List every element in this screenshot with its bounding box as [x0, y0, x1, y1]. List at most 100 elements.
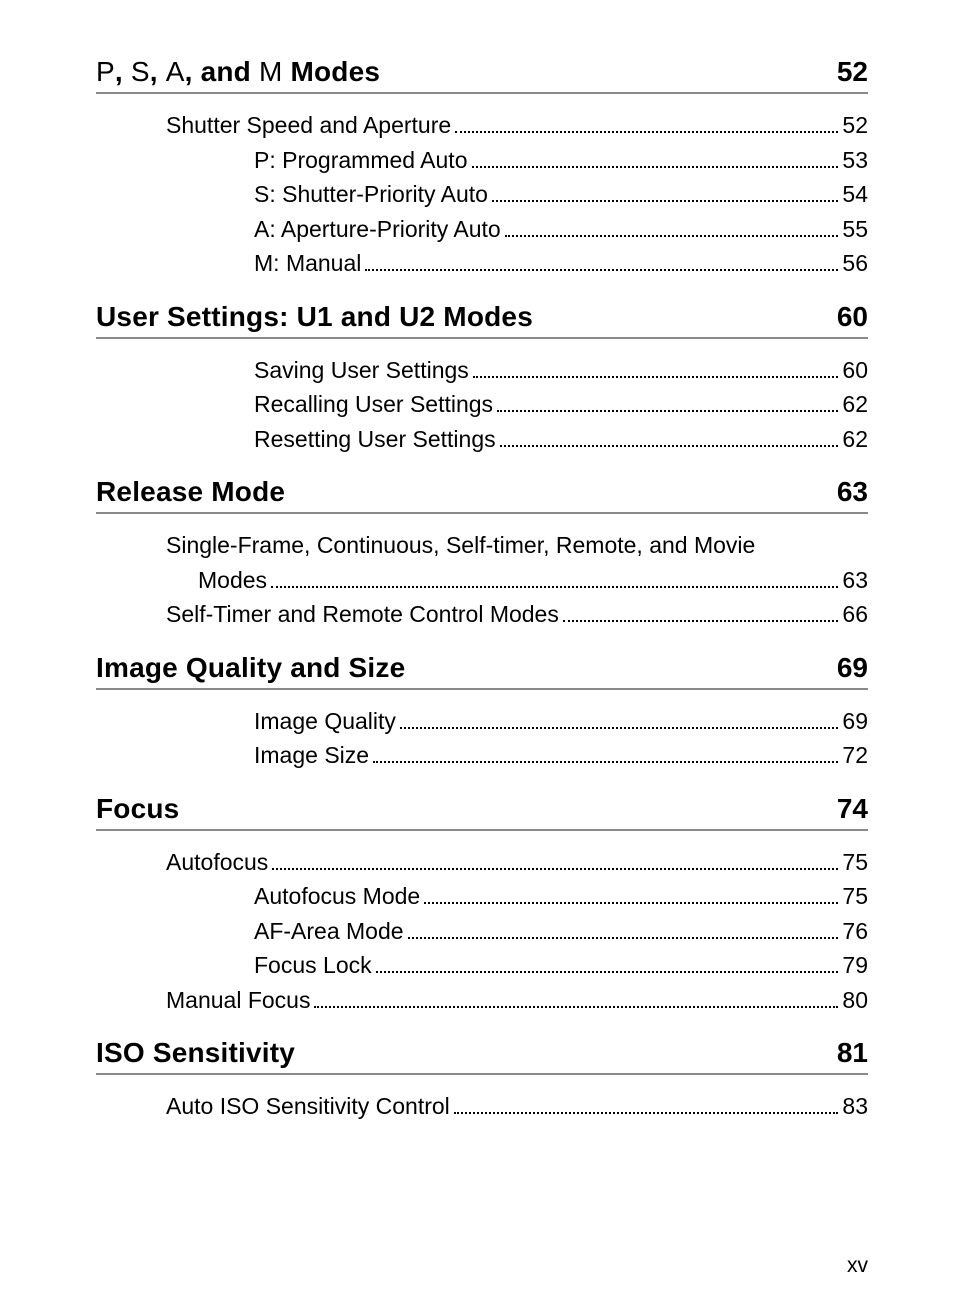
toc-entry-page: 69	[842, 704, 868, 739]
section-title-part: M	[259, 56, 283, 87]
toc-entry-page: 80	[842, 983, 868, 1018]
dot-leader	[373, 761, 838, 763]
section-title: ISO Sensitivity	[96, 1037, 295, 1069]
toc-entry-page: 62	[842, 387, 868, 422]
table-of-contents: P, S, A, and M Modes52Shutter Speed and …	[96, 56, 868, 1124]
section-title: P, S, A, and M Modes	[96, 56, 380, 88]
section-header: P, S, A, and M Modes52	[96, 56, 868, 94]
toc-entry-text: AF-Area Mode	[254, 914, 404, 949]
dot-leader	[365, 269, 838, 271]
section-page: 63	[837, 476, 868, 508]
section-title-part: User Settings: U1 and U2 Modes	[96, 301, 533, 332]
dot-leader	[472, 166, 839, 168]
dot-leader	[500, 445, 839, 447]
toc-entry-page: 83	[842, 1089, 868, 1124]
dot-leader	[473, 376, 839, 378]
toc-entry: Recalling User Settings 62	[96, 387, 868, 422]
section-title-part: Focus	[96, 793, 179, 824]
section-title: User Settings: U1 and U2 Modes	[96, 301, 533, 333]
toc-entry: Autofocus75	[96, 845, 868, 880]
toc-entry-page: 75	[842, 879, 868, 914]
toc-entry: A: Aperture-Priority Auto 55	[96, 212, 868, 247]
toc-entry: Saving User Settings 60	[96, 353, 868, 388]
toc-entry-text: Saving User Settings	[254, 353, 469, 388]
section-page: 60	[837, 301, 868, 333]
dot-leader	[505, 235, 839, 237]
toc-entry-page: 60	[842, 353, 868, 388]
dot-leader	[376, 971, 839, 973]
dot-leader	[272, 868, 838, 870]
section-title-part: P	[96, 56, 115, 87]
toc-entry: Resetting User Settings 62	[96, 422, 868, 457]
toc-entry-text: Manual Focus	[166, 983, 310, 1018]
toc-entry-page: 53	[842, 143, 868, 178]
section-header: Image Quality and Size 69	[96, 652, 868, 690]
toc-entry-page: 66	[842, 597, 868, 632]
section-title: Release Mode	[96, 476, 285, 508]
toc-entry: AF-Area Mode76	[96, 914, 868, 949]
toc-entry: Focus Lock 79	[96, 948, 868, 983]
section-header: Focus 74	[96, 793, 868, 831]
dot-leader	[492, 200, 838, 202]
dot-leader	[424, 902, 838, 904]
toc-entry-text: Shutter Speed and Aperture	[166, 108, 451, 143]
toc-entry-page: 52	[842, 108, 868, 143]
toc-entry-text: Single-Frame, Continuous, Self-timer, Re…	[166, 528, 868, 563]
toc-entry-text: S: Shutter-Priority Auto	[254, 177, 488, 212]
dot-leader	[400, 727, 839, 729]
section-title-part: A	[166, 56, 185, 87]
toc-entry-text: Autofocus	[166, 845, 268, 880]
page-folio: xv	[847, 1254, 868, 1278]
toc-entry-text: Focus Lock	[254, 948, 372, 983]
toc-entry: Single-Frame, Continuous, Self-timer, Re…	[96, 528, 868, 597]
toc-entry-text: Auto ISO Sensitivity Control	[166, 1089, 450, 1124]
toc-entry: Self-Timer and Remote Control Modes 66	[96, 597, 868, 632]
toc-entry-page: 55	[842, 212, 868, 247]
section-page: 81	[837, 1037, 868, 1069]
toc-entry: Autofocus Mode 75	[96, 879, 868, 914]
section-header: User Settings: U1 and U2 Modes 60	[96, 301, 868, 339]
section-title-part: ,	[115, 56, 131, 87]
toc-entry-page: 62	[842, 422, 868, 457]
section-title-part: Image Quality and Size	[96, 652, 405, 683]
section-page: 69	[837, 652, 868, 684]
section-page: 74	[837, 793, 868, 825]
toc-entry-page: 63	[842, 563, 868, 598]
section-title-part: S	[131, 56, 150, 87]
toc-entry-text: Modes	[198, 563, 267, 598]
toc-entry-text: P: Programmed Auto	[254, 143, 468, 178]
toc-entry: P: Programmed Auto 53	[96, 143, 868, 178]
toc-entry-page: 54	[842, 177, 868, 212]
dot-leader	[271, 586, 838, 588]
dot-leader	[455, 131, 838, 133]
toc-entry-text: Self-Timer and Remote Control Modes	[166, 597, 559, 632]
toc-entry-text: Resetting User Settings	[254, 422, 496, 457]
toc-entry-text: A: Aperture-Priority Auto	[254, 212, 501, 247]
toc-entry: M: Manual 56	[96, 246, 868, 281]
toc-entry-page: 56	[842, 246, 868, 281]
toc-entry: Shutter Speed and Aperture 52	[96, 108, 868, 143]
dot-leader	[563, 620, 839, 622]
dot-leader	[454, 1112, 839, 1114]
toc-entry: Manual Focus 80	[96, 983, 868, 1018]
toc-entry-text: Recalling User Settings	[254, 387, 493, 422]
toc-entry-page: 79	[842, 948, 868, 983]
toc-entry-text: Autofocus Mode	[254, 879, 420, 914]
toc-entry: Image Quality69	[96, 704, 868, 739]
section-title: Focus	[96, 793, 179, 825]
section-title-part: ISO Sensitivity	[96, 1037, 295, 1068]
dot-leader	[314, 1006, 838, 1008]
section-header: Release Mode 63	[96, 476, 868, 514]
section-title-part: Release Mode	[96, 476, 285, 507]
section-header: ISO Sensitivity 81	[96, 1037, 868, 1075]
dot-leader	[408, 937, 839, 939]
toc-entry-continuation: Modes 63	[166, 563, 868, 598]
section-title-part: Modes	[282, 56, 380, 87]
toc-entry: Image Size72	[96, 738, 868, 773]
toc-entry: Auto ISO Sensitivity Control 83	[96, 1089, 868, 1124]
section-title-part: , and	[185, 56, 259, 87]
section-title: Image Quality and Size	[96, 652, 405, 684]
toc-entry-text: M: Manual	[254, 246, 361, 281]
toc-entry: S: Shutter-Priority Auto 54	[96, 177, 868, 212]
toc-entry-text: Image Size	[254, 738, 369, 773]
